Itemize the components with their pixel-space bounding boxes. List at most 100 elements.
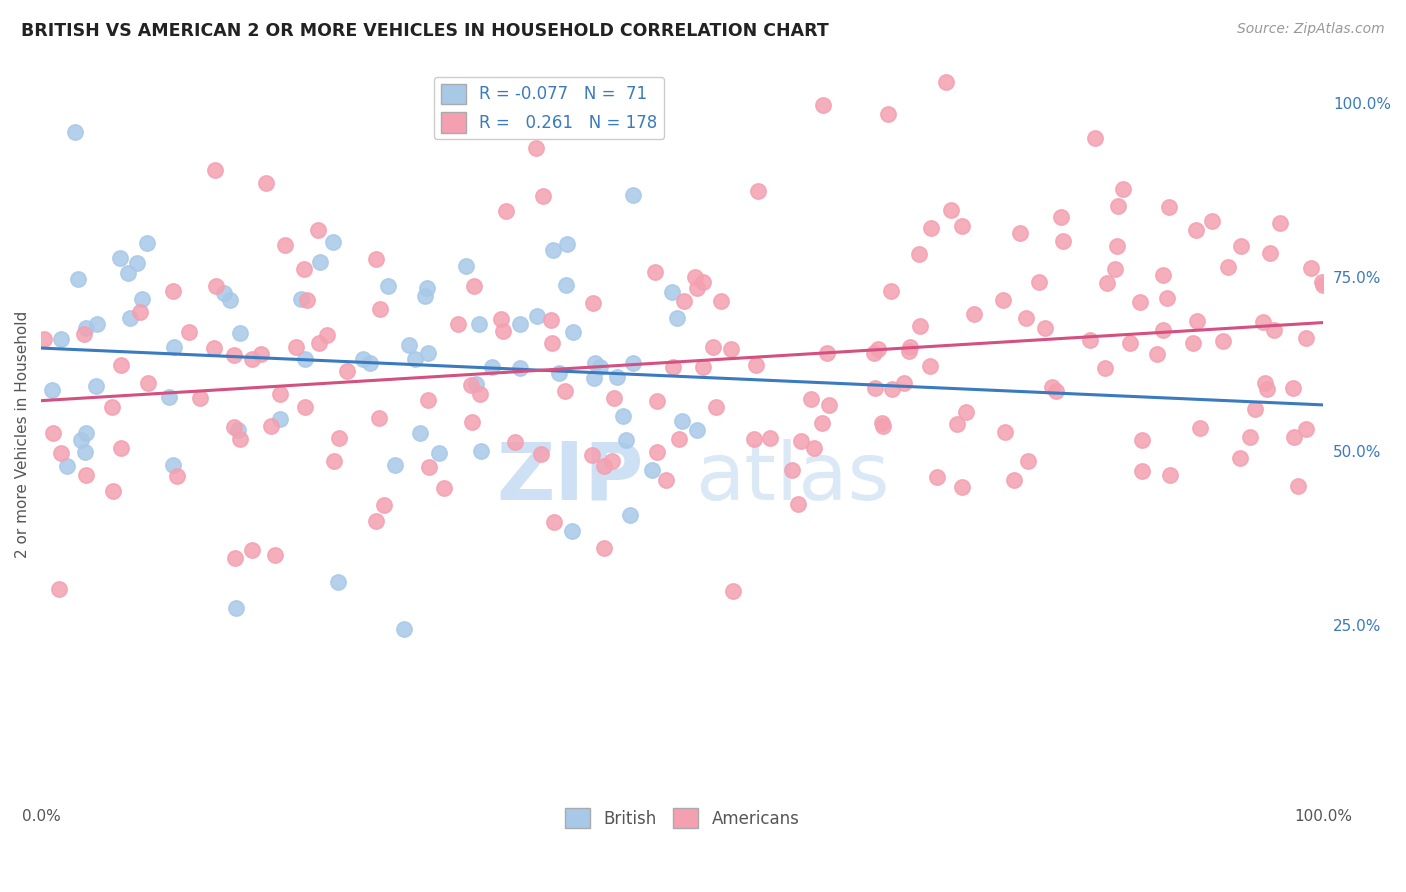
Point (1152, 322, 1174, 336)
Point (868, 342, 890, 356)
Point (1017, 454, 1039, 468)
Point (1218, 260, 1240, 275)
Point (1094, 361, 1116, 376)
Point (418, 346, 440, 360)
Point (284, 340, 307, 354)
Point (1084, 131, 1107, 145)
Point (526, 310, 548, 324)
Y-axis label: 2 or more Vehicles in Household: 2 or more Vehicles in Household (15, 310, 30, 558)
Point (240, 352, 263, 367)
Point (1212, 334, 1234, 348)
Point (51, 446, 73, 460)
Point (157, 390, 180, 404)
Point (702, 340, 724, 354)
Point (782, 463, 804, 477)
Point (465, 376, 488, 391)
Point (1230, 238, 1253, 252)
Point (41, 383, 63, 397)
Point (612, 409, 634, 423)
Point (49, 332, 72, 346)
Point (666, 311, 689, 326)
Text: Source: ZipAtlas.com: Source: ZipAtlas.com (1237, 22, 1385, 37)
Point (692, 275, 714, 289)
Point (326, 574, 349, 589)
Point (470, 443, 492, 458)
Point (249, 347, 271, 361)
Point (1258, 246, 1281, 260)
Point (1010, 226, 1032, 240)
Point (240, 542, 263, 557)
Point (294, 401, 316, 415)
Point (1185, 314, 1208, 328)
Point (950, 479, 973, 493)
Point (322, 235, 344, 250)
Point (377, 278, 399, 293)
Point (32, 332, 55, 346)
Point (492, 324, 515, 338)
Point (619, 508, 641, 522)
Point (162, 340, 184, 354)
Point (683, 269, 706, 284)
Point (222, 348, 245, 362)
Point (1201, 214, 1223, 228)
Point (218, 293, 240, 307)
Point (509, 317, 531, 331)
Point (48, 582, 70, 596)
Point (1157, 200, 1180, 214)
Point (491, 312, 513, 326)
Point (1263, 323, 1285, 337)
Point (582, 370, 605, 384)
Text: BRITISH VS AMERICAN 2 OR MORE VEHICLES IN HOUSEHOLD CORRELATION CHART: BRITISH VS AMERICAN 2 OR MORE VEHICLES I… (21, 22, 830, 40)
Point (710, 294, 733, 309)
Point (373, 498, 395, 512)
Point (398, 338, 420, 352)
Point (1229, 451, 1251, 466)
Point (811, 98, 834, 112)
Point (56, 459, 79, 474)
Point (336, 363, 359, 377)
Point (228, 326, 250, 340)
Point (898, 343, 921, 358)
Point (204, 162, 226, 177)
Point (269, 411, 291, 425)
Point (394, 622, 416, 636)
Point (308, 335, 330, 350)
Point (621, 356, 644, 370)
Point (581, 448, 603, 462)
Point (1282, 430, 1305, 444)
Point (561, 524, 583, 539)
Point (668, 433, 690, 447)
Point (589, 360, 612, 375)
Point (1295, 422, 1317, 436)
Point (463, 278, 485, 293)
Point (416, 281, 439, 295)
Point (468, 387, 491, 401)
Point (870, 416, 893, 430)
Point (212, 286, 235, 301)
Point (456, 259, 478, 273)
Point (229, 432, 252, 446)
Point (786, 497, 808, 511)
Point (1184, 223, 1206, 237)
Point (292, 262, 315, 277)
Point (101, 484, 124, 499)
Point (295, 293, 318, 307)
Point (704, 401, 727, 415)
Point (811, 416, 834, 430)
Point (994, 425, 1017, 439)
Point (117, 267, 139, 281)
Point (1253, 315, 1275, 329)
Point (225, 601, 247, 615)
Point (1295, 331, 1317, 345)
Point (73, 326, 96, 341)
Point (876, 107, 898, 121)
Point (416, 392, 439, 407)
Point (673, 293, 696, 308)
Point (1130, 433, 1153, 447)
Point (614, 434, 637, 448)
Point (328, 431, 350, 445)
Point (918, 359, 941, 373)
Point (481, 359, 503, 374)
Point (162, 458, 184, 472)
Point (1112, 182, 1135, 196)
